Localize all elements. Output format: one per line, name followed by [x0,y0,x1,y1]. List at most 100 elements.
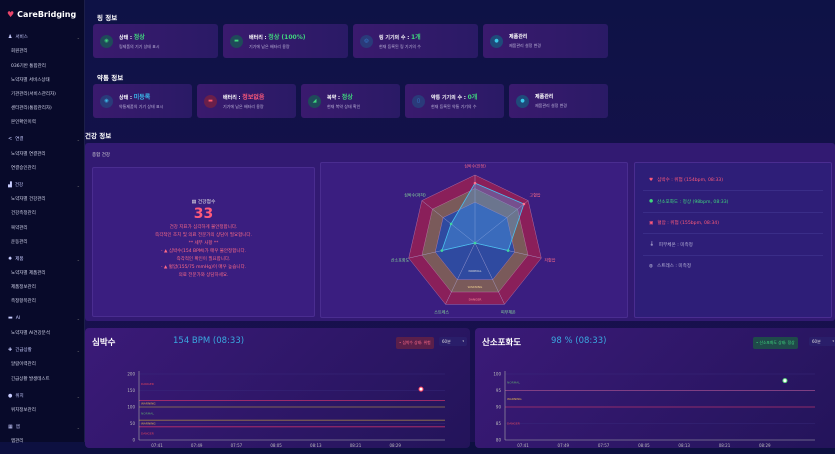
ring-icon: ◉ [100,34,113,48]
pill-card-4[interactable]: ● 제품관리 제품관리 설정 변경 [509,84,608,118]
sidebar-item-6[interactable]: 본인확인이력 [11,119,83,125]
health-score: 33 [193,206,214,222]
sidebar-item-label: 긴급상황 [15,348,32,353]
period-select[interactable]: 60분 ▾ [809,337,835,346]
health-status-item: ▣ 혈압 : 위험 (155bpm, 08:34) [649,220,719,227]
pill-card-3[interactable]: ▯ 약통 기기의 수 : 0개 현재 등록된 약통 기기의 수 [405,84,504,118]
pill-card-1[interactable]: ▬ 배터리 : 정보없음 기기에 남은 배터리 용량 [197,84,296,118]
sidebar-item-2[interactable]: 036기반 통합관리 [11,63,83,69]
sidebar-item-label: 위치 [15,394,24,399]
sidebar-item-label: 건강 [14,183,24,188]
radar-data-point[interactable] [440,249,444,252]
radar-band-label: NORMAL [468,269,481,273]
radar-data-point[interactable] [473,241,477,245]
radar-data-point[interactable] [473,181,477,185]
sidebar-item-label: 연결승인관리 [11,166,36,171]
chevron-down-icon: ⌄ [76,347,80,353]
settings-icon: ● [516,94,529,108]
period-value: 60분 [812,339,821,344]
card-label: 제품관리 [535,94,554,100]
health-summary-line: - ▲ 혈압(155/75 mmHg)이 매우 높습니다. [160,265,247,270]
sidebar-item-3[interactable]: 노약자별 서비스상태 [11,77,83,83]
ring-card-3[interactable]: ● 제품관리 제품관리 설정 변경 [483,24,608,58]
sidebar-item-18[interactable]: 측정항목관리 [11,298,83,304]
sidebar-item-5[interactable]: 센터관리(통합관리자) [11,105,83,111]
x-tick-label: 08:13 [678,443,690,448]
current-value: 154 BPM (08:33) [173,336,245,346]
chart-icon: ▟ [8,182,12,188]
app-title: CareBridging [17,10,77,19]
x-tick-label: 08:05 [270,443,282,448]
pill-card-0[interactable]: ◉ 상태 : 미등록 약통제품의 기기 상태 표시 [93,84,192,118]
sidebar-item-1[interactable]: 회원관리 [11,48,83,54]
thermometer-icon: 🌡 [649,242,655,247]
sidebar-item-27[interactable]: 앱관리 [11,438,83,444]
chart-title: 심박수 [92,338,116,348]
sidebar-item-8[interactable]: 노약자별 연결관리 [11,151,83,157]
current-value: 98 % (08:33) [551,336,607,346]
chevron-down-icon: ⌄ [76,256,80,262]
sidebar-item-14[interactable]: 운동관리 [11,239,83,245]
zone-label: DANGER [141,382,154,386]
sidebar-item-label: 036기반 통합관리 [11,64,46,69]
app-logo[interactable]: ♥ CareBridging [7,10,76,19]
radar-data-point[interactable] [506,249,510,252]
status-text: 스트레스 : 미측정 [657,264,692,269]
x-tick-label: 08:13 [310,443,322,448]
chart-plot: 0 50 100 150 200 DANGER WARNING NORMAL WARNING DA… [127,371,445,448]
zone-label: WARNING [507,397,522,401]
radar-data-point[interactable] [522,202,526,206]
status-badge: • 심박수 상태: 위험 [396,337,434,349]
card-description: 현재 등록된 약통 기기의 수 [431,104,477,109]
card-description: 약통제품의 기기 상태 표시 [119,104,164,109]
sidebar-item-20[interactable]: 노약자별 AI건강분석 [11,330,83,336]
chevron-down-icon: ▾ [832,339,834,343]
sidebar-item-11[interactable]: 노약자별 건강관리 [11,196,83,202]
radar-band-label: WARNING [468,285,483,289]
health-summary-line: ** 세부 사항 ** [188,241,219,246]
y-tick-label: 50 [130,421,136,426]
radar-axis [474,242,505,305]
sidebar-item-9[interactable]: 연결승인관리 [11,165,83,171]
sidebar-group-7[interactable]: < 연결 ⌄ [8,136,80,142]
sidebar-group-10[interactable]: ▟ 건강 ⌄ [8,182,80,188]
sidebar-item-label: 건강측정관리 [11,211,36,216]
sidebar-item-17[interactable]: 제품정보관리 [11,284,83,290]
data-point[interactable] [782,378,788,384]
zone-label: WARNING [141,402,156,406]
sidebar-item-23[interactable]: 긴급상황 발생테스트 [11,376,83,382]
card-label: 제품관리 [509,34,528,40]
sidebar-group-21[interactable]: ✚ 긴급상황 ⌄ [8,347,80,353]
sidebar-item-16[interactable]: 노약자별 제품관리 [11,270,83,276]
sidebar-group-15[interactable]: ✹ 제품 ⌄ [8,256,80,262]
radar-data-point[interactable] [449,222,453,226]
sidebar-group-24[interactable]: ● 위치 ⌄ [8,393,80,399]
sidebar-group-0[interactable]: ♟ 서비스 ⌄ [8,34,80,40]
divider [643,190,823,191]
y-tick-label: 100 [127,405,135,410]
ring-card-2[interactable]: ◎ 링 기기의 수 : 1개 현재 등록된 링 기기의 수 [353,24,478,58]
y-tick-label: 150 [127,388,135,393]
pill-card-2[interactable]: ◢ 복약 : 정상 현재 복약 상태 확인 [301,84,400,118]
chevron-down-icon: ⌄ [76,34,80,40]
pill-icon: ◢ [308,94,321,108]
sidebar-item-22[interactable]: 알람이력관리 [11,361,83,367]
device-icon: ◎ [360,34,373,48]
sidebar-item-label: 운동관리 [11,240,28,245]
sidebar-item-12[interactable]: 건강측정관리 [11,210,83,216]
ring-card-1[interactable]: ▬ 배터리 : 정상 (100%) 기기에 남은 배터리 용량 [223,24,348,58]
sidebar-group-19[interactable]: ▬ AI ⌄ [8,315,80,321]
sidebar-item-25[interactable]: 위치정보관리 [11,407,83,413]
period-select[interactable]: 60분 ▾ [439,337,467,346]
stress-icon: ◍ [649,263,654,269]
ring-card-0[interactable]: ◉ 상태 : 정상 링제품의 기기 상태 표시 [93,24,218,58]
x-tick-label: 08:05 [638,443,650,448]
alert-icon: ✚ [8,347,13,353]
sidebar-item-13[interactable]: 복약관리 [11,225,83,231]
radar-axis-label: 스트레스 [434,309,449,315]
sidebar-group-26[interactable]: ▦ 앱 ⌄ [8,424,80,430]
sidebar-item-4[interactable]: 기관관리(서비스관리자) [11,91,83,97]
status-text: 심박수 : 위험 (154bpm, 08:33) [657,178,724,183]
data-point[interactable] [418,386,424,392]
ring-section-title: 링 정보 [97,14,118,22]
